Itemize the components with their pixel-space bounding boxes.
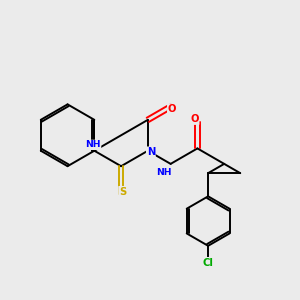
Text: NH: NH bbox=[85, 140, 100, 149]
Text: O: O bbox=[190, 114, 199, 124]
Text: Cl: Cl bbox=[203, 258, 214, 268]
Text: S: S bbox=[119, 187, 126, 197]
Text: N: N bbox=[147, 147, 155, 157]
Text: O: O bbox=[168, 104, 176, 114]
Text: NH: NH bbox=[156, 168, 172, 177]
